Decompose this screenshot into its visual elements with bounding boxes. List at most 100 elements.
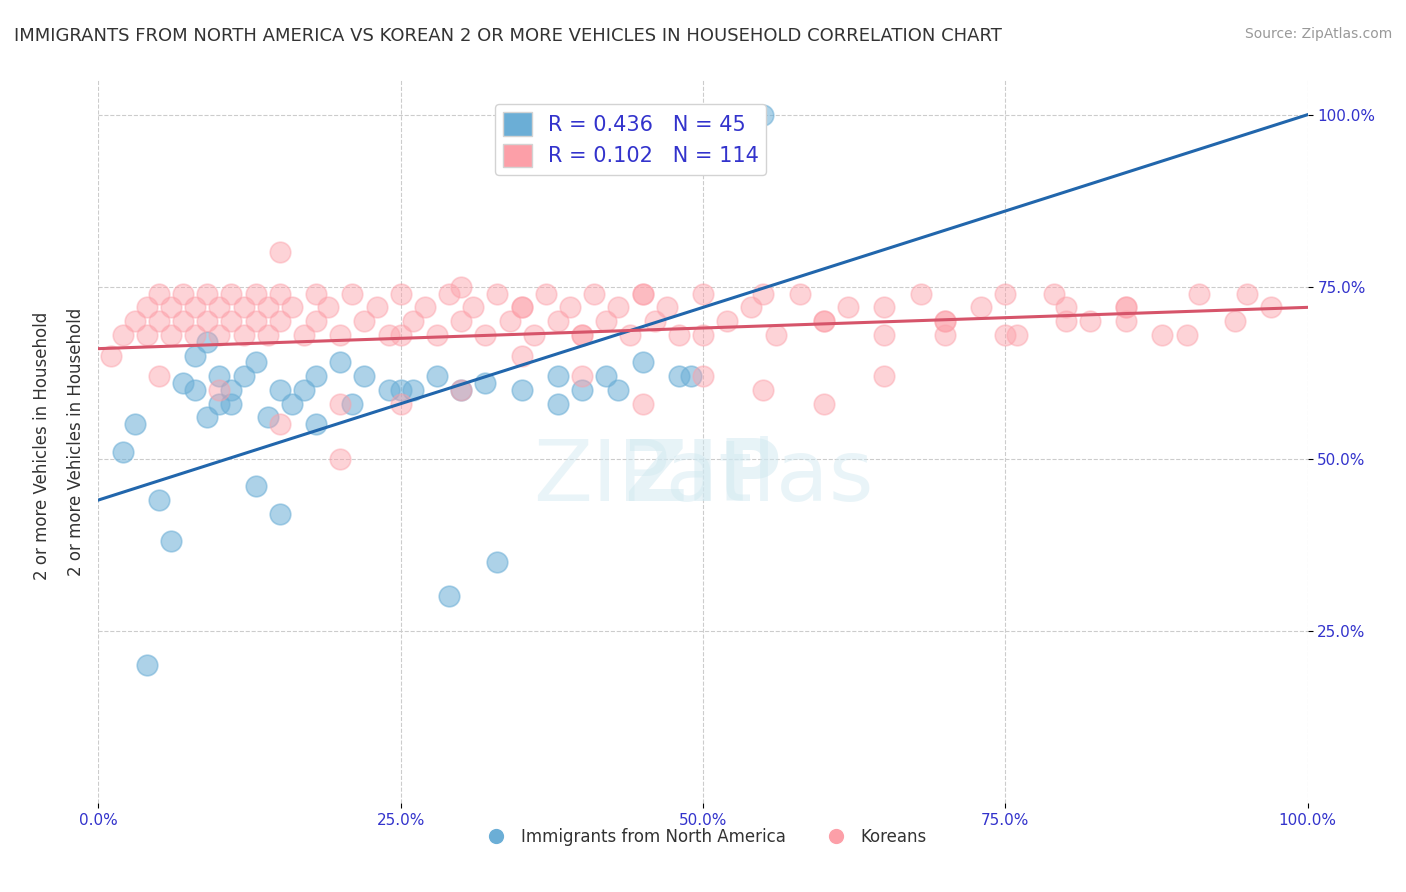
Point [111,327,134,342]
Point [631,286,654,301]
Point [1188,286,1211,301]
Point [195,410,218,425]
Point [595,314,617,328]
Point [474,327,496,342]
Point [813,314,835,328]
Point [752,286,775,301]
Point [402,314,425,328]
Point [583,286,606,301]
Point [644,314,666,328]
Point [1223,314,1246,328]
Point [498,314,520,328]
Point [547,397,569,411]
Point [668,327,690,342]
Point [256,327,278,342]
Point [752,108,775,122]
Point [631,286,654,301]
Point [135,658,157,673]
Point [510,301,533,315]
Point [1175,327,1198,342]
Point [934,314,956,328]
Point [1054,301,1077,315]
Point [160,327,183,342]
Point [366,301,388,315]
Point [281,397,304,411]
Point [389,383,412,397]
Point [1007,327,1029,342]
Point [269,383,291,397]
Point [837,301,859,315]
Point [148,493,170,508]
Text: IMMIGRANTS FROM NORTH AMERICA VS KOREAN 2 OR MORE VEHICLES IN HOUSEHOLD CORRELAT: IMMIGRANTS FROM NORTH AMERICA VS KOREAN … [14,27,1002,45]
Point [329,327,352,342]
Point [486,555,509,569]
Point [221,314,243,328]
Point [437,590,460,604]
Point [765,327,787,342]
Point [172,376,194,390]
Point [1115,301,1137,315]
Point [353,369,375,384]
Point [934,327,956,342]
Point [316,301,339,315]
Text: 2 or more Vehicles in Household: 2 or more Vehicles in Household [34,312,51,580]
Point [208,301,231,315]
Point [402,383,425,397]
Point [172,286,194,301]
Point [426,327,449,342]
Point [172,314,194,328]
Point [245,286,267,301]
Point [269,417,291,432]
Point [389,327,412,342]
Point [160,534,183,549]
Point [148,369,170,384]
Point [135,327,157,342]
Point [184,349,207,363]
Point [232,301,254,315]
Point [269,245,291,260]
Point [607,301,630,315]
Point [208,369,231,384]
Point [269,314,291,328]
Point [195,334,218,349]
Point [450,383,472,397]
Point [1042,286,1064,301]
Point [1260,301,1282,315]
Point [353,314,375,328]
Point [281,301,304,315]
Legend: Immigrants from North America, Koreans: Immigrants from North America, Koreans [472,821,934,852]
Point [571,327,593,342]
Point [486,286,509,301]
Point [994,327,1017,342]
Point [534,286,557,301]
Point [221,383,243,397]
Point [148,286,170,301]
Point [752,383,775,397]
Point [208,397,231,411]
Point [342,397,364,411]
Point [910,286,932,301]
Point [305,314,328,328]
Point [195,286,218,301]
Point [873,327,896,342]
Point [426,369,449,384]
Point [184,327,207,342]
Point [934,314,956,328]
Point [377,327,399,342]
Point [124,314,146,328]
Point [450,279,472,293]
Point [692,286,714,301]
Point [269,286,291,301]
Point [111,445,134,459]
Point [305,286,328,301]
Point [873,369,896,384]
Point [413,301,436,315]
Point [450,314,472,328]
Point [329,355,352,369]
Point [292,383,315,397]
Point [221,286,243,301]
Point [1236,286,1258,301]
Point [208,383,231,397]
Point [813,314,835,328]
Point [716,314,738,328]
